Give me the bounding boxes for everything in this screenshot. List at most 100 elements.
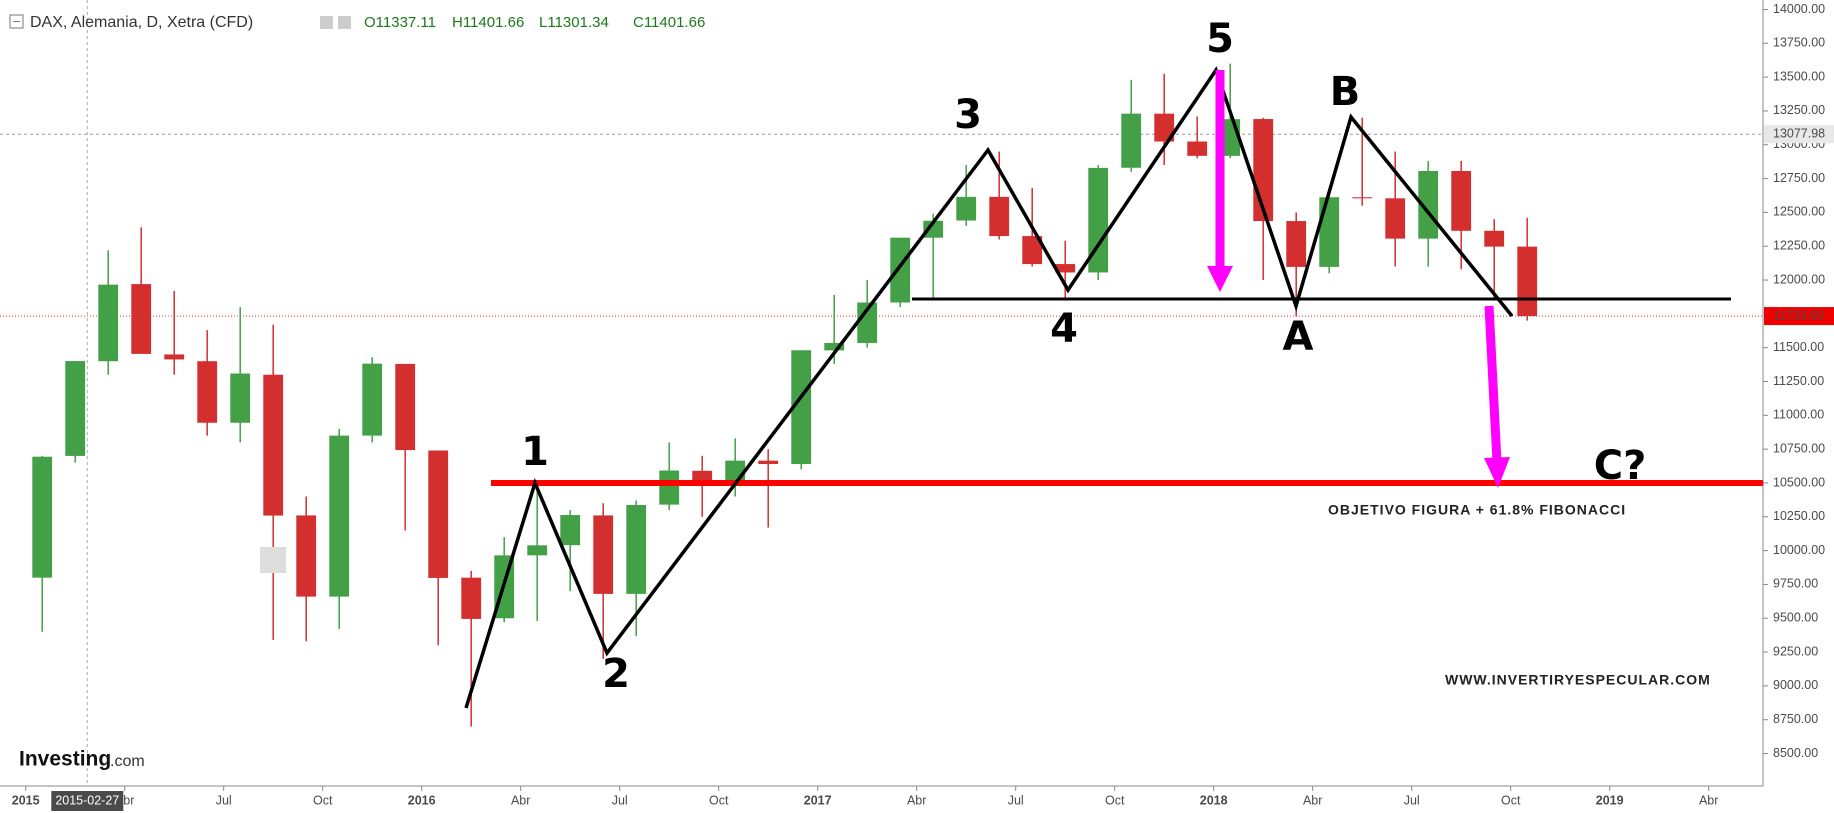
last-price-box xyxy=(1764,307,1834,326)
y-tick-label: 9250.00 xyxy=(1773,644,1818,658)
x-tick-label: 2017 xyxy=(804,793,832,807)
icon[interactable] xyxy=(338,16,351,29)
zoom-button[interactable] xyxy=(260,547,286,573)
wave-label: 4 xyxy=(1050,306,1078,352)
y-tick-label: 9750.00 xyxy=(1773,577,1818,591)
last-price-label: 11733.60 xyxy=(1773,308,1824,322)
x-tick-label: 2015 xyxy=(12,793,40,807)
arrow-shaft xyxy=(1484,305,1502,463)
candle-body xyxy=(1418,170,1439,239)
x-tick-label: Abr xyxy=(1699,793,1718,807)
y-tick-label: 10500.00 xyxy=(1773,475,1825,489)
x-tick-label: Jul xyxy=(1404,793,1420,807)
candle-body xyxy=(593,515,614,594)
ohlc-open: O11337.11 xyxy=(364,14,436,31)
annotation: OBJETIVO FIGURA + 61.8% FIBONACCI xyxy=(1328,502,1626,518)
annotation: WWW.INVERTIRYESPECULAR.COM xyxy=(1445,672,1711,688)
candle-body xyxy=(1352,197,1373,199)
candle-body xyxy=(923,220,944,238)
y-tick-label: 8750.00 xyxy=(1773,712,1818,726)
crosshair-label: 2015-02-27 xyxy=(55,793,119,807)
x-tick-label: Abr xyxy=(511,793,530,807)
candle-body xyxy=(1286,221,1307,267)
candle-body xyxy=(197,361,218,423)
y-tick-label: 13500.00 xyxy=(1773,69,1825,83)
candle-body xyxy=(164,354,185,360)
y-tick-label: 13750.00 xyxy=(1773,36,1825,50)
y-tick-label: 9000.00 xyxy=(1773,678,1818,692)
y-tick-label: 12750.00 xyxy=(1773,171,1825,185)
x-tick-label: Jul xyxy=(1008,793,1024,807)
price-label: 13077.98 xyxy=(1773,127,1825,141)
candle-body xyxy=(428,450,449,578)
candle-body xyxy=(890,237,911,303)
candle-body xyxy=(362,363,383,436)
candle-body xyxy=(65,361,86,456)
candle-body xyxy=(296,515,317,597)
x-tick-label: 2018 xyxy=(1200,793,1228,807)
y-tick-label: 11500.00 xyxy=(1773,340,1824,354)
y-tick-label: 10750.00 xyxy=(1773,441,1825,455)
y-tick-label: 10000.00 xyxy=(1773,543,1825,557)
candle-body xyxy=(1088,167,1109,273)
x-tick-label: Oct xyxy=(709,793,729,807)
y-tick-label: 13250.00 xyxy=(1773,103,1825,117)
candle-body xyxy=(692,470,713,482)
chart-title: DAX, Alemania, D, Xetra (CFD) xyxy=(30,14,253,31)
wave-label: 5 xyxy=(1206,16,1234,62)
wave-zigzag xyxy=(464,66,1514,709)
candle-body xyxy=(824,342,845,351)
collapse-icon[interactable] xyxy=(9,14,24,29)
candle-body xyxy=(329,435,350,597)
arrow-head xyxy=(1484,457,1510,488)
icon[interactable] xyxy=(320,16,333,29)
candle-body xyxy=(560,515,581,546)
candle-body xyxy=(230,373,251,423)
candle-body xyxy=(98,284,119,362)
candle-body xyxy=(1451,170,1472,231)
logo: .com xyxy=(110,753,145,770)
candle-body xyxy=(395,363,416,451)
x-tick-label: 2016 xyxy=(408,793,436,807)
candle-body xyxy=(626,505,647,594)
y-tick-label: 9500.00 xyxy=(1773,611,1818,625)
y-tick-label: 10250.00 xyxy=(1773,509,1825,523)
ohlc-close: C11401.66 xyxy=(633,14,705,31)
y-tick-label: 11000.00 xyxy=(1773,408,1824,422)
candle-body xyxy=(263,374,284,516)
y-tick-label: 12000.00 xyxy=(1773,272,1825,286)
x-tick-label: 2019 xyxy=(1596,793,1624,807)
x-tick-label: Oct xyxy=(1501,793,1521,807)
candle-body xyxy=(131,284,152,354)
candle-body xyxy=(1319,197,1340,267)
candle-body xyxy=(1022,236,1043,265)
wave-label: 2 xyxy=(602,651,630,697)
crosshair-box xyxy=(51,791,124,811)
candle-body xyxy=(1484,230,1505,247)
arrow-head xyxy=(1207,266,1233,292)
x-tick-label: Oct xyxy=(1105,793,1125,807)
wave-label: 1 xyxy=(521,429,549,475)
y-tick-label: 8500.00 xyxy=(1773,746,1818,760)
y-tick-label: 11250.00 xyxy=(1773,374,1824,388)
logo: Investing xyxy=(19,748,111,771)
candle-body xyxy=(791,350,812,465)
candle-body xyxy=(461,577,482,619)
candle-body xyxy=(1121,113,1142,168)
x-tick-label: Abr xyxy=(907,793,926,807)
plot xyxy=(0,0,1763,786)
candle-body xyxy=(1187,141,1208,156)
candle-body xyxy=(725,460,746,482)
ohlc-low: L11301.34 xyxy=(539,14,609,31)
wave-label: B xyxy=(1330,69,1361,115)
candle-body xyxy=(956,196,977,221)
y-tick-label: 12250.00 xyxy=(1773,239,1825,253)
x-tick-label: Jul xyxy=(216,793,232,807)
candle-body xyxy=(659,470,680,505)
wave-label: C? xyxy=(1594,443,1647,489)
ohlc-high: H11401.66 xyxy=(452,14,524,31)
wave-label: A xyxy=(1283,314,1314,360)
candle-body xyxy=(857,302,878,343)
